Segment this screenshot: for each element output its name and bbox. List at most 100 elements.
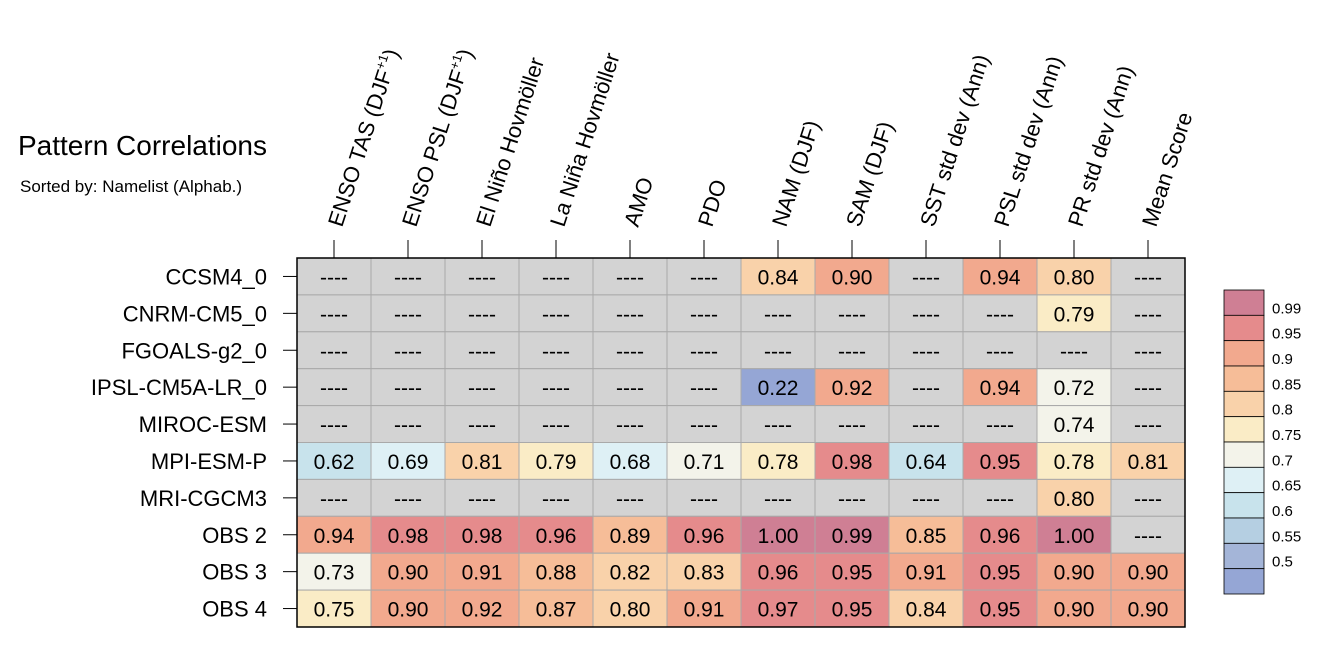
cell-value: ---- [468,266,496,289]
colorbar-label: 0.9 [1272,351,1293,368]
row-label: MIROC-ESM [139,412,267,437]
cell-value: 0.95 [832,562,873,585]
cell-value: ---- [1134,525,1162,548]
cell-value: ---- [838,303,866,326]
heatmap-cell [1036,331,1112,370]
cell-value: ---- [690,488,718,511]
column-label: AMO [619,174,658,229]
heatmap-cell [518,368,594,407]
heatmap-cell [1036,515,1112,554]
cell-value: ---- [838,488,866,511]
cell-value: ---- [616,266,644,289]
cell-value: 0.87 [536,599,577,622]
heatmap-cell [296,478,372,517]
cell-value: ---- [912,340,940,363]
colorbar-segment [1223,314,1265,342]
column-label: SAM (DJF) [841,118,898,229]
row-label: OBS 4 [202,597,267,622]
cell-value: 0.81 [462,451,503,474]
cell-value: ---- [320,303,348,326]
cell-value: ---- [838,340,866,363]
cell-value: 0.84 [906,599,947,622]
cell-value: 0.94 [980,266,1021,289]
cell-value: 0.79 [536,451,577,474]
cell-value: ---- [394,377,422,400]
cell-value: 0.97 [758,599,799,622]
cell-value: 0.90 [1054,562,1095,585]
heatmap-cell [1110,515,1186,554]
cell-value: 0.95 [980,451,1021,474]
heatmap-cell [888,368,964,407]
cell-value: ---- [468,303,496,326]
cell-value: ---- [1134,303,1162,326]
cell-value: 0.78 [1054,451,1095,474]
cell-value: 0.98 [462,525,503,548]
heatmap-cell [1110,331,1186,370]
cell-value: ---- [394,303,422,326]
column-label: PR std dev (Ann) [1063,63,1139,230]
cell-value: ---- [912,303,940,326]
heatmap-cell [962,442,1038,480]
cell-value: 0.95 [980,562,1021,585]
cell-value: ---- [690,266,718,289]
cell-value: 0.75 [314,599,355,622]
heatmap-cell [296,368,372,407]
row-label: CCSM4_0 [166,264,267,289]
cell-value: ---- [764,303,792,326]
cell-value: ---- [320,488,348,511]
cell-value: 0.90 [388,562,429,585]
colorbar-label: 0.6 [1272,503,1293,520]
column-label: Mean Score [1137,109,1197,230]
cell-value: ---- [838,414,866,437]
cell-value: ---- [690,303,718,326]
cell-value: ---- [986,488,1014,511]
heatmap-cell [1110,405,1186,444]
heatmap-cell [592,368,668,407]
heatmap-cell [666,368,742,407]
column-label: NAM (DJF) [767,117,825,229]
colorbar-label: 0.5 [1272,554,1293,571]
heatmap-cell [1036,257,1112,296]
heatmap-cell [444,405,520,444]
colorbar-segment [1223,340,1265,367]
row-label: OBS 3 [202,560,267,585]
cell-value: ---- [616,488,644,511]
colorbar-segment [1223,390,1265,418]
heatmap-cell [518,515,594,554]
heatmap-cell [962,294,1038,333]
column-label: El Niño Hovmöller [471,54,549,229]
heatmap-cell [1110,294,1186,333]
cell-value: ---- [1134,377,1162,400]
row-label: MPI-ESM-P [151,449,267,474]
cell-value: ---- [1134,266,1162,289]
cell-value: ---- [320,266,348,289]
colorbar-segment [1223,289,1265,316]
colorbar-segment [1223,542,1265,570]
cell-value: ---- [394,414,422,437]
cell-value: ---- [690,414,718,437]
cell-value: 0.96 [758,562,799,585]
cell-value: ---- [616,340,644,363]
cell-value: ---- [320,414,348,437]
cell-value: 0.80 [610,599,651,622]
chart-subtitle: Sorted by: Namelist (Alphab.) [20,177,242,196]
colorbar-label: 0.85 [1272,376,1301,393]
column-headers: ENSO TAS (DJF+1)ENSO PSL (DJF+1)El Niño … [322,45,1197,258]
heatmap-cell [1110,442,1186,480]
cell-value: 0.81 [1128,451,1169,474]
cell-value: 0.91 [462,562,503,585]
colorbar-label: 0.8 [1272,402,1293,419]
heatmap-cell [962,257,1038,296]
cell-value: ---- [986,303,1014,326]
heatmap-cell [962,552,1038,591]
cell-value: 0.90 [1128,599,1169,622]
cell-value: 0.90 [388,599,429,622]
heatmap-cell [962,478,1038,517]
cell-value: 0.90 [1128,562,1169,585]
cell-value: ---- [912,377,940,400]
heatmap-cell [814,331,890,370]
heatmap-cell [1036,552,1112,591]
colorbar-segment [1223,416,1265,443]
cell-value: 0.90 [832,266,873,289]
